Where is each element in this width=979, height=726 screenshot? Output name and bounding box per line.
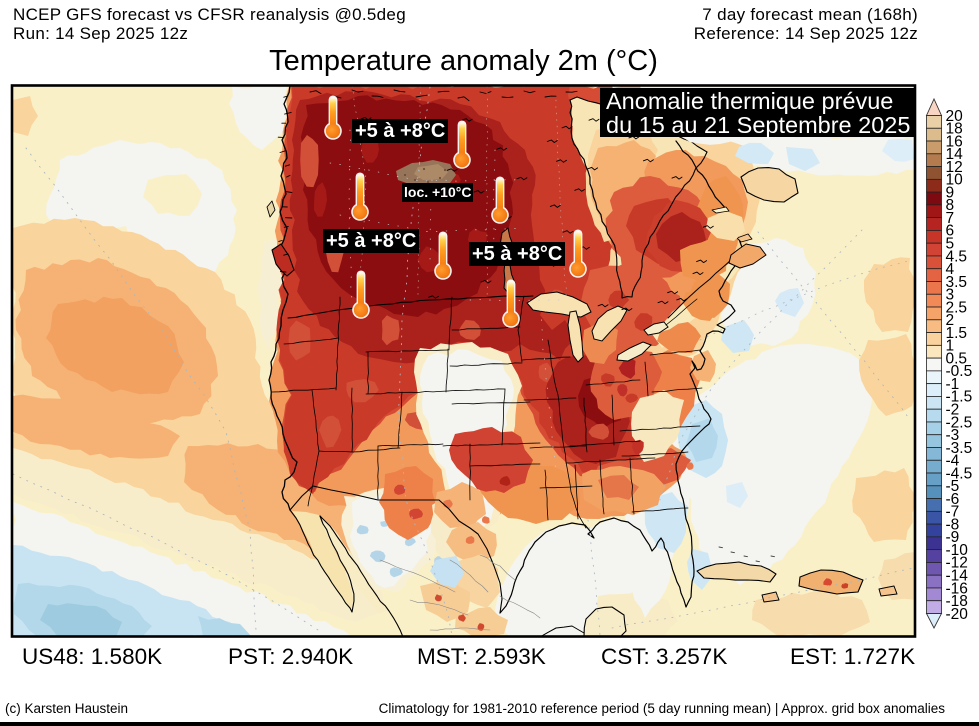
- svg-text:-5: -5: [946, 478, 960, 495]
- svg-text:4.5: 4.5: [946, 248, 968, 265]
- svg-text:-0.5: -0.5: [946, 363, 973, 380]
- svg-text:3: 3: [946, 287, 955, 304]
- svg-text:-3: -3: [946, 427, 960, 444]
- svg-text:-18: -18: [946, 593, 968, 610]
- svg-text:5: 5: [946, 235, 955, 252]
- svg-text:-1: -1: [946, 376, 960, 393]
- svg-text:18: 18: [946, 121, 963, 138]
- svg-text:2: 2: [946, 312, 955, 329]
- svg-text:-1.5: -1.5: [946, 389, 973, 406]
- svg-text:0.5: 0.5: [946, 350, 968, 367]
- svg-text:-6: -6: [946, 491, 960, 508]
- svg-text:-10: -10: [946, 542, 969, 559]
- svg-text:16: 16: [946, 133, 963, 150]
- svg-text:2.5: 2.5: [946, 299, 968, 316]
- svg-text:-2.5: -2.5: [946, 414, 973, 431]
- svg-text:-4: -4: [946, 453, 960, 470]
- svg-text:-20: -20: [946, 606, 969, 623]
- svg-text:-2: -2: [946, 401, 960, 418]
- svg-text:-14: -14: [946, 567, 969, 584]
- svg-text:-4.5: -4.5: [946, 465, 973, 482]
- svg-text:-16: -16: [946, 580, 968, 597]
- svg-text:12: 12: [946, 159, 963, 176]
- svg-text:6: 6: [946, 223, 955, 240]
- svg-text:1: 1: [946, 338, 955, 355]
- svg-text:14: 14: [946, 146, 964, 163]
- svg-text:9: 9: [946, 184, 955, 201]
- svg-text:8: 8: [946, 197, 955, 214]
- svg-text:20: 20: [946, 108, 964, 125]
- svg-text:-3.5: -3.5: [946, 440, 973, 457]
- svg-text:1.5: 1.5: [946, 325, 968, 342]
- svg-text:-8: -8: [946, 516, 960, 533]
- svg-text:-12: -12: [946, 555, 968, 572]
- svg-text:4: 4: [946, 261, 955, 278]
- svg-text:3.5: 3.5: [946, 274, 968, 291]
- svg-text:-9: -9: [946, 529, 960, 546]
- svg-text:7: 7: [946, 210, 955, 227]
- svg-text:-7: -7: [946, 504, 960, 521]
- svg-text:10: 10: [946, 172, 964, 189]
